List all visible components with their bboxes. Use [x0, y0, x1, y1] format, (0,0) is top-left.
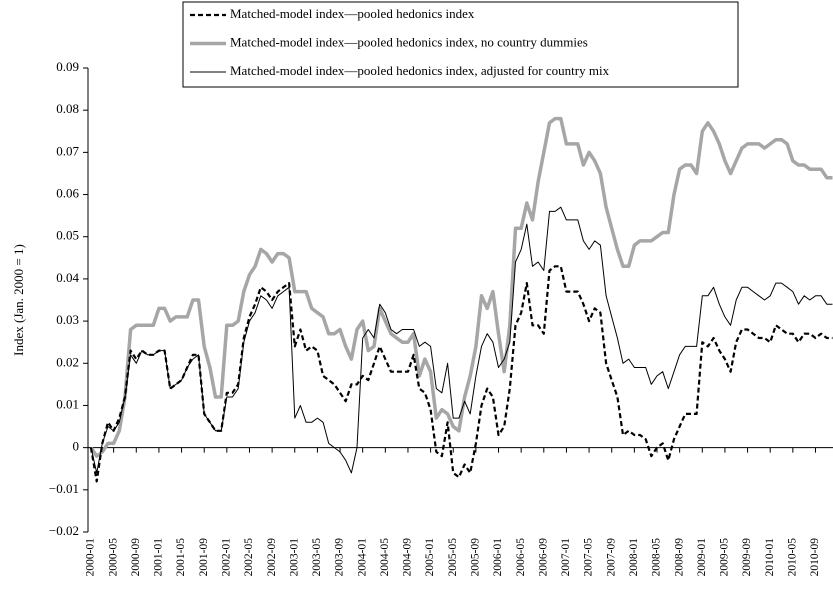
- x-tick-label: 2007-01: [560, 538, 572, 577]
- x-tick-label: 2004-05: [379, 538, 391, 577]
- y-tick-label: 0.07: [56, 143, 79, 158]
- x-tick-label: 2001-01: [153, 538, 165, 577]
- y-tick-label: −0.01: [49, 481, 79, 496]
- x-tick-label: 2006-05: [515, 538, 527, 577]
- x-tick-label: 2009-01: [696, 538, 708, 577]
- x-tick-label: 2003-05: [311, 538, 323, 577]
- legend-label: Matched-model index—pooled hedonics inde…: [230, 6, 475, 21]
- y-tick-label: 0.05: [56, 228, 79, 243]
- x-tick-label: 2002-01: [220, 538, 232, 577]
- x-tick-label: 2006-01: [492, 538, 504, 577]
- series-line: [90, 206, 833, 474]
- x-tick-label: 2005-01: [424, 538, 436, 577]
- series-line: [89, 116, 833, 458]
- x-tick-label: 2006-09: [537, 538, 549, 577]
- x-tick-label: 2009-05: [719, 538, 731, 577]
- x-tick-label: 2002-09: [266, 538, 278, 577]
- y-tick-label: −0.02: [49, 523, 79, 538]
- x-tick-label: 2002-05: [243, 538, 255, 577]
- x-tick-label: 2010-01: [764, 538, 776, 577]
- x-tick-label: 2001-09: [198, 538, 210, 577]
- legend-label: Matched-model index—pooled hedonics inde…: [230, 34, 588, 49]
- y-tick-label: 0.02: [56, 354, 79, 369]
- legend-label: Matched-model index—pooled hedonics inde…: [230, 63, 610, 78]
- x-tick-label: 2003-09: [334, 538, 346, 577]
- x-tick-label: 2010-05: [786, 538, 798, 577]
- x-tick-label: 2000-09: [130, 538, 142, 577]
- x-tick-label: 2005-09: [470, 538, 482, 577]
- x-tick-label: 2009-09: [741, 538, 753, 577]
- y-tick-label: 0.03: [56, 312, 79, 327]
- x-tick-label: 2008-01: [628, 538, 640, 577]
- series-line: [89, 265, 833, 483]
- x-tick-label: 2010-09: [809, 538, 821, 577]
- x-tick-label: 2000-01: [85, 538, 97, 577]
- x-tick-label: 2007-05: [583, 538, 595, 577]
- x-tick-label: 2004-09: [402, 538, 414, 577]
- y-tick-label: 0.09: [56, 59, 79, 74]
- y-tick-label: 0.04: [56, 270, 79, 285]
- y-tick-label: 0.08: [56, 101, 79, 116]
- x-tick-label: 2008-05: [651, 538, 663, 577]
- y-tick-label: 0.01: [56, 396, 79, 411]
- x-tick-label: 2005-05: [447, 538, 459, 577]
- x-tick-label: 2008-09: [673, 538, 685, 577]
- y-tick-label: 0: [73, 439, 80, 454]
- y-axis-label: Index (Jan. 2000 = 1): [11, 244, 26, 356]
- x-tick-label: 2001-05: [175, 538, 187, 577]
- x-tick-label: 2007-09: [605, 538, 617, 577]
- x-tick-label: 2004-01: [356, 538, 368, 577]
- x-tick-label: 2003-01: [288, 538, 300, 577]
- y-tick-label: 0.06: [56, 186, 79, 201]
- x-tick-label: 2000-05: [107, 538, 119, 577]
- legend-box: [182, 1, 739, 88]
